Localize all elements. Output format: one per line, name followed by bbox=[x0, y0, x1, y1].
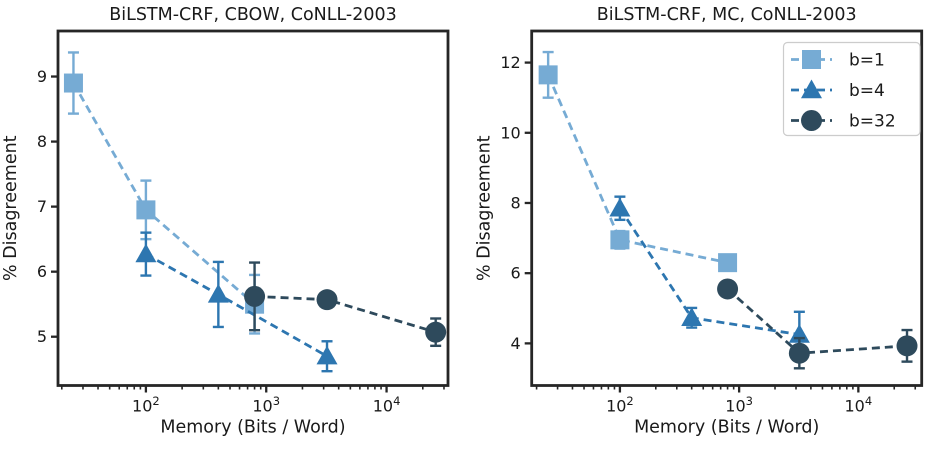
y-tick-label: 7 bbox=[37, 197, 47, 216]
y-tick-label: 8 bbox=[511, 193, 521, 212]
y-axis-label: % Disagreement bbox=[1, 135, 21, 281]
x-tick-label: 102 bbox=[606, 394, 634, 416]
x-tick-label: 104 bbox=[844, 394, 872, 416]
data-point bbox=[788, 342, 810, 364]
series-b32 bbox=[244, 261, 447, 348]
legend-label: b=1 bbox=[849, 51, 885, 71]
x-axis-minor-ticks bbox=[60, 385, 445, 390]
x-tick-label: 104 bbox=[373, 394, 401, 416]
data-point bbox=[538, 65, 558, 85]
x-axis: 102 103 104 bbox=[606, 385, 872, 416]
y-tick-label: 12 bbox=[500, 53, 520, 72]
y-tick-label: 6 bbox=[511, 264, 521, 283]
legend-entry-b32: b=32 bbox=[791, 110, 896, 132]
data-point bbox=[136, 200, 156, 220]
series-b1 bbox=[538, 50, 738, 273]
series-b32 bbox=[717, 278, 918, 370]
panel-title: BiLSTM-CRF, MC, CoNLL-2003 bbox=[597, 5, 857, 25]
series-line bbox=[145, 252, 328, 358]
data-point bbox=[609, 197, 631, 217]
y-tick-label: 5 bbox=[37, 327, 47, 346]
data-point bbox=[135, 243, 157, 263]
series-line bbox=[72, 82, 256, 306]
legend-entry-b4: b=4 bbox=[791, 79, 885, 101]
data-point bbox=[718, 253, 738, 273]
x-tick-label: 102 bbox=[132, 394, 160, 416]
y-axis: 5 6 7 8 9 bbox=[37, 67, 58, 346]
legend-entry-b1: b=1 bbox=[791, 50, 885, 71]
x-axis: 102 103 104 bbox=[132, 385, 401, 416]
data-point bbox=[316, 289, 338, 311]
series-line bbox=[618, 207, 800, 336]
data-point bbox=[896, 335, 918, 357]
y-axis-label: % Disagreement bbox=[475, 135, 495, 281]
data-point bbox=[244, 285, 266, 307]
legend-label: b=32 bbox=[849, 112, 896, 132]
axes-spines bbox=[530, 29, 924, 387]
panel-title: BiLSTM-CRF, CBOW, CoNLL-2003 bbox=[109, 5, 397, 25]
x-axis-label: Memory (Bits / Word) bbox=[634, 418, 819, 438]
x-tick-label: 103 bbox=[252, 394, 280, 416]
y-tick-label: 4 bbox=[511, 334, 521, 353]
panel-mc: 102 103 104 4 6 8 10 12 BiLSTM-CRF, MC, CoNLL-20… bbox=[475, 5, 924, 438]
axes-spines bbox=[56, 29, 450, 387]
legend-marker bbox=[801, 79, 822, 99]
y-tick-label: 10 bbox=[500, 123, 520, 142]
data-point bbox=[610, 230, 630, 250]
data-point bbox=[681, 307, 703, 326]
y-tick-label: 8 bbox=[37, 132, 47, 151]
legend-label: b=4 bbox=[849, 81, 885, 101]
data-point bbox=[207, 283, 229, 303]
data-point bbox=[717, 278, 739, 300]
series-b1 bbox=[63, 51, 265, 335]
y-tick-label: 9 bbox=[37, 67, 47, 86]
legend-marker bbox=[801, 110, 822, 131]
series-line bbox=[254, 294, 437, 334]
legend: b=1 b=4 b=32 bbox=[782, 41, 921, 137]
series-b4 bbox=[135, 231, 338, 373]
x-tick-label: 103 bbox=[725, 394, 753, 416]
y-axis: 4 6 8 10 12 bbox=[500, 53, 532, 353]
x-axis-label: Memory (Bits / Word) bbox=[160, 418, 345, 438]
data-point bbox=[63, 73, 83, 93]
legend-marker bbox=[802, 50, 821, 69]
series-line bbox=[546, 74, 728, 265]
x-axis-minor-ticks bbox=[535, 385, 917, 390]
data-point bbox=[425, 321, 447, 343]
data-point bbox=[316, 345, 338, 365]
series-line bbox=[726, 287, 908, 355]
y-tick-label: 6 bbox=[37, 262, 47, 281]
panel-cbow: 102 103 104 5 6 7 8 9 BiLSTM-CRF, CBOW, CoNLL-20… bbox=[1, 5, 450, 438]
series-b4 bbox=[609, 195, 810, 359]
